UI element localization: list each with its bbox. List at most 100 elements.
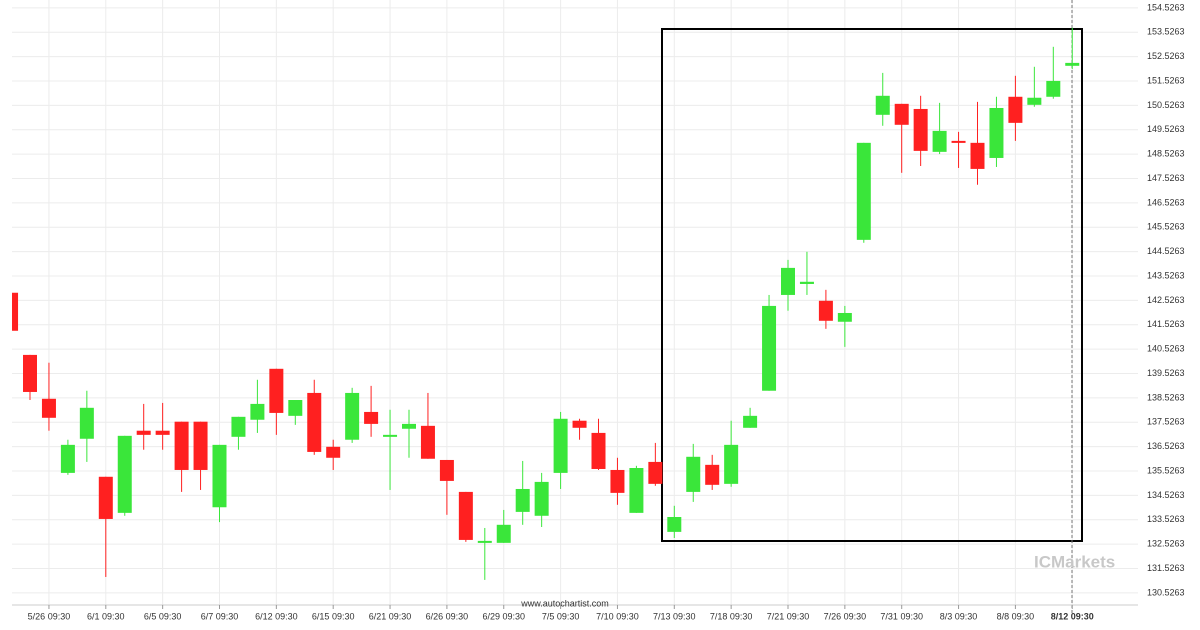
candle-body [932,130,947,152]
candle-body [307,392,322,452]
candle-body [458,491,473,540]
y-tick-label: 133.5263 [1147,514,1185,524]
y-tick-label: 138.5263 [1147,392,1185,402]
grid [12,0,1138,605]
candle-body [231,416,246,437]
x-tick-label: 6/5 09:30 [144,611,182,621]
candle-body [60,444,75,473]
candle-body [136,430,151,435]
y-tick-label: 147.5263 [1147,173,1185,183]
candle-body [762,305,777,391]
candle-body [477,540,492,543]
y-tick-label: 151.5263 [1147,75,1185,85]
x-tick-label: 6/26 09:30 [426,611,469,621]
candle-body [856,142,871,240]
candle-body [288,400,303,416]
candle-body [686,456,701,492]
x-tick-label: 7/13 09:30 [653,611,696,621]
y-tick-label: 150.5263 [1147,100,1185,110]
x-tick-label: 6/15 09:30 [312,611,355,621]
x-tick-label: 7/31 09:30 [880,611,923,621]
candle-body [269,368,284,413]
candle-body [174,421,189,470]
x-tick-label: 8/12 09:30 [1051,611,1094,621]
candle-body [326,446,341,458]
candle-body [534,481,549,516]
candle-body [951,140,966,143]
x-tick-label: 7/18 09:30 [710,611,753,621]
candle-body [420,425,435,459]
y-tick-label: 140.5263 [1147,344,1185,354]
candle-body [667,517,682,532]
candle-body [345,392,360,440]
y-tick-label: 134.5263 [1147,490,1185,500]
candle-body [98,476,113,519]
x-tick-label: 6/1 09:30 [87,611,125,621]
y-tick-label: 146.5263 [1147,197,1185,207]
source-text: www.autochartist.com [520,598,609,608]
candle-body [41,398,56,418]
x-tick-label: 7/21 09:30 [767,611,810,621]
x-tick-label: 6/21 09:30 [369,611,412,621]
x-tick-label: 8/8 09:30 [997,611,1035,621]
candle-body [970,142,985,169]
candle-body [894,103,909,125]
pattern-box [661,28,1083,542]
candle-body [23,354,37,392]
y-tick-label: 143.5263 [1147,270,1185,280]
candle-body [799,281,814,284]
x-tick-label: 6/7 09:30 [201,611,239,621]
candle-body [818,300,833,321]
candle-body [610,469,625,493]
y-tick-label: 132.5263 [1147,539,1185,549]
candle-body [837,312,852,322]
candle-body [629,468,644,513]
labels: 130.5263 131.5263 132.5263 133.5263 134.5263… [12,2,1185,621]
y-tick-label: 131.5263 [1147,563,1185,573]
candle-body [515,488,530,512]
candle-body [875,95,890,115]
candle-body [724,444,739,484]
x-tick-label: 6/12 09:30 [255,611,298,621]
y-tick-label: 145.5263 [1147,222,1185,232]
x-tick-label: 5/26 09:30 [28,611,71,621]
y-tick-label: 154.5263 [1147,2,1185,12]
candle-body [648,461,663,484]
y-tick-label: 130.5263 [1147,587,1185,597]
y-tick-label: 142.5263 [1147,295,1185,305]
candle-body [781,267,795,295]
y-tick-label: 149.5263 [1147,124,1185,134]
candle-body [1065,62,1080,66]
candle-body [913,108,928,151]
candle-body [193,421,208,470]
x-tick-label: 7/10 09:30 [596,611,639,621]
candle-body [705,464,720,485]
x-tick-label: 7/5 09:30 [542,611,580,621]
candle-body [79,407,94,439]
candle-body [496,524,511,543]
candle-body [1046,80,1061,97]
candle-body [572,420,587,428]
candle-body [1008,96,1023,123]
candle-body [553,418,568,473]
x-tick-label: 7/26 09:30 [824,611,867,621]
candle-body [402,423,416,429]
y-tick-label: 148.5263 [1147,149,1185,159]
y-tick-label: 144.5263 [1147,246,1185,256]
candle-body [12,292,19,331]
y-tick-label: 137.5263 [1147,417,1185,427]
watermark: ICMarkets [1034,552,1115,571]
candle-body [439,459,454,481]
candle-body [155,430,170,435]
candles [12,27,1080,580]
y-tick-label: 139.5263 [1147,368,1185,378]
y-tick-label: 135.5263 [1147,465,1185,475]
candle-body [250,403,265,420]
candle-body [117,435,132,513]
candle-body [212,444,227,508]
candle-body [364,411,379,424]
candle-body [591,432,606,469]
y-tick-label: 136.5263 [1147,441,1185,451]
